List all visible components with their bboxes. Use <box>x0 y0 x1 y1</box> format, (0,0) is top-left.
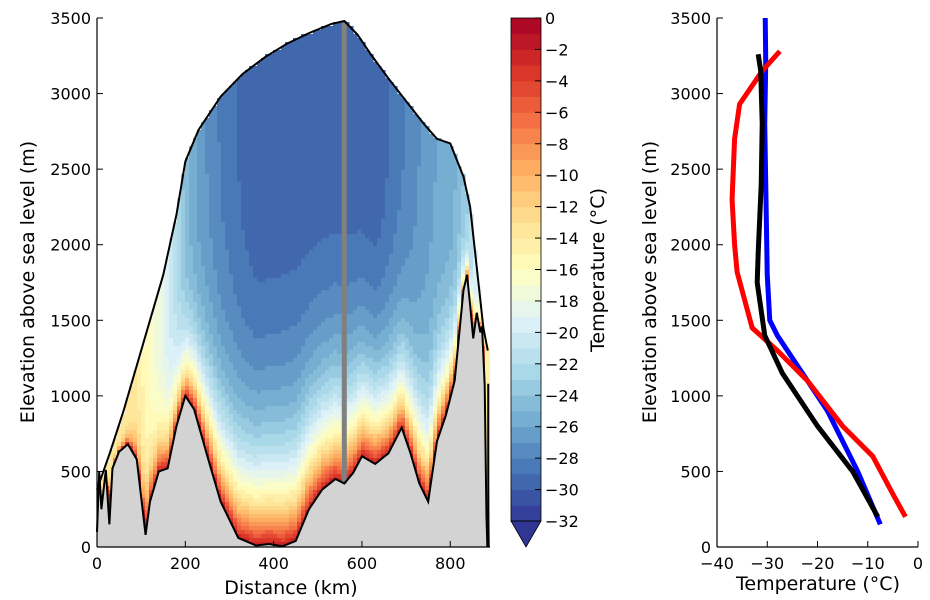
colorbar-band <box>511 80 541 98</box>
colorbar-band <box>511 159 541 176</box>
right-y-tick-label: 500 <box>680 462 711 481</box>
left-y-axis-label: Elevation above sea level (m) <box>17 141 39 423</box>
temperature-profile-panel: −40 −30 −20 −10 0 0 500 1000 1500 2000 2500 3000 350… <box>639 9 923 595</box>
colorbar-tick-label: −16 <box>545 261 579 280</box>
colorbar-tick-label: −6 <box>545 103 569 122</box>
colorbar-tick-label: −22 <box>545 355 579 374</box>
left-x-axis-label: Distance (km) <box>224 577 357 599</box>
colorbar-band <box>511 489 541 506</box>
right-y-tick-label: 1500 <box>670 311 711 330</box>
colorbar-band <box>511 18 541 35</box>
colorbar-tick-label: −10 <box>545 166 579 185</box>
right-y-tick-label: 1000 <box>670 387 711 406</box>
colorbar-band <box>511 285 541 302</box>
colorbar-band <box>511 112 541 129</box>
right-x-tick-label: −20 <box>801 554 835 573</box>
colorbar-band <box>511 238 541 255</box>
right-x-tick-label: 0 <box>913 554 923 573</box>
colorbar-band <box>511 49 541 66</box>
colorbar-tick-label: −12 <box>545 198 579 217</box>
right-x-tick-label: −10 <box>851 554 885 573</box>
left-x-tick-label: 400 <box>258 554 289 573</box>
colorbar-band <box>511 96 541 113</box>
colorbar-band <box>511 316 541 333</box>
left-y-tick-label: 500 <box>60 462 91 481</box>
left-x-tick-label: 600 <box>347 554 378 573</box>
colorbar-band <box>511 379 541 396</box>
colorbar-extend-arrow <box>510 520 542 548</box>
temperature-series-2 <box>729 49 908 518</box>
colorbar-tick-label: −2 <box>545 40 569 59</box>
left-axes: 0 200 400 600 800 0 500 1000 1500 2000 2500 3000 350… <box>50 9 490 573</box>
left-y-tick-label: 1000 <box>50 387 91 406</box>
right-axes: −40 −30 −20 −10 0 0 500 1000 1500 2000 2500 3000 350… <box>670 9 923 573</box>
ice-profile-lines <box>96 19 490 548</box>
right-y-tick-label: 0 <box>701 538 711 557</box>
left-y-tick-label: 1500 <box>50 311 91 330</box>
colorbar-band <box>511 395 541 412</box>
colorbar-band <box>511 363 541 381</box>
left-x-tick-label: 200 <box>170 554 201 573</box>
ice-surface-line <box>96 19 489 490</box>
colorbar-band <box>511 300 541 318</box>
colorbar-label: Temperature (°C) <box>587 188 609 353</box>
colorbar-band <box>511 332 541 349</box>
colorbar-tick-label: −32 <box>545 512 579 531</box>
colorbar-band <box>511 190 541 208</box>
colorbar-tick-label: −24 <box>545 386 579 405</box>
colorbar-tick-label: −30 <box>545 481 579 500</box>
bedrock-fill <box>97 274 490 547</box>
colorbar-tick-label: −8 <box>545 135 569 154</box>
colorbar-band <box>511 269 541 286</box>
colorbar-band <box>511 410 541 428</box>
right-x-tick-label: −40 <box>700 554 734 573</box>
left-x-tick-label: 0 <box>92 554 102 573</box>
right-y-tick-label: 2000 <box>670 236 711 255</box>
colorbar-band <box>511 458 541 475</box>
colorbar-band <box>511 505 541 522</box>
colorbar-tick-label: 0 <box>545 9 555 28</box>
left-y-tick-label: 2000 <box>50 236 91 255</box>
temperature-series <box>729 18 908 526</box>
colorbar-band <box>511 442 541 459</box>
colorbar-band <box>511 253 541 270</box>
colorbar-tick-label: −14 <box>545 229 579 248</box>
right-y-axis-label: Elevation above sea level (m) <box>639 141 661 423</box>
cross-section-panel: 0 200 400 600 800 0 500 1000 1500 2000 2500 3000 350… <box>17 9 490 599</box>
left-y-tick-label: 3000 <box>50 85 91 104</box>
left-y-tick-label: 2500 <box>50 160 91 179</box>
colorbar-band <box>511 128 541 145</box>
colorbar-tick-label: −4 <box>545 72 569 91</box>
colorbar-band <box>511 426 541 443</box>
colorbar-band <box>511 206 541 223</box>
colorbar-tick-label: −26 <box>545 418 579 437</box>
bedrock-area <box>97 274 490 547</box>
colorbar-tick-label: −28 <box>545 449 579 468</box>
colorbar-band <box>511 348 541 365</box>
colorbar-tick-label: −20 <box>545 323 579 342</box>
right-y-tick-label: 3000 <box>670 85 711 104</box>
right-y-tick-label: 2500 <box>670 160 711 179</box>
left-x-tick-label: 800 <box>435 554 466 573</box>
colorbar: 0 −2 −4 −6 −8 −10 −12 −14 −16 −18 −20 −22 −24 −26 −28 −… <box>510 9 579 548</box>
colorbar-band <box>511 33 541 50</box>
colorbar-band <box>511 65 541 82</box>
left-y-tick-label: 0 <box>81 538 91 557</box>
right-x-tick-label: −30 <box>750 554 784 573</box>
right-y-tick-label: 3500 <box>670 9 711 28</box>
colorbar-band <box>511 175 541 192</box>
bed-line <box>96 274 489 548</box>
temperature-series-3 <box>754 53 880 518</box>
left-y-tick-label: 3500 <box>50 9 91 28</box>
colorbar-band <box>511 222 541 239</box>
temperature-series-1 <box>762 18 883 526</box>
right-x-axis-label: Temperature (°C) <box>735 573 900 595</box>
colorbar-band <box>511 143 541 160</box>
colorbar-band <box>511 473 541 491</box>
colorbar-tick-label: −18 <box>545 292 579 311</box>
